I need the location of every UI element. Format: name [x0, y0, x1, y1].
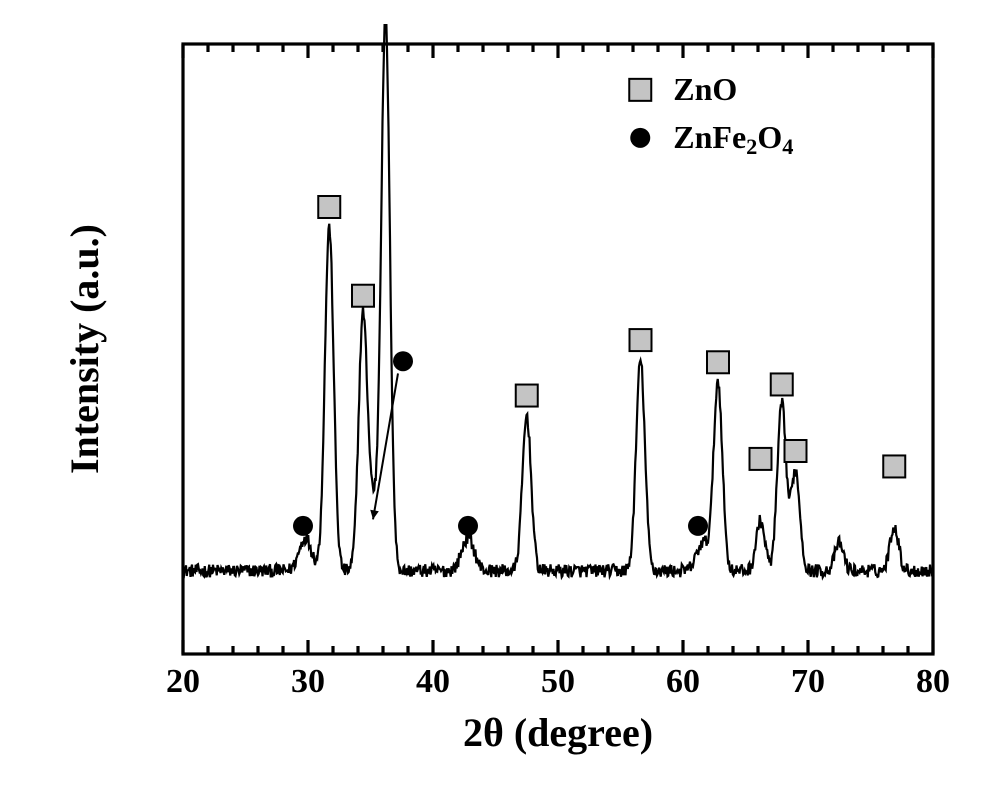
znfe2o4-peak-marker — [458, 516, 478, 536]
zno-peak-marker — [785, 440, 807, 462]
x-tick-label: 50 — [541, 663, 575, 700]
znfe2o4-peak-marker — [293, 516, 313, 536]
x-axis-label: 2θ (degree) — [463, 710, 653, 755]
znfe2o4-peak-marker — [393, 351, 413, 371]
zno-peak-marker — [352, 285, 374, 307]
zno-peak-marker — [883, 455, 905, 477]
legend-circle-icon — [630, 128, 650, 148]
xrd-chart-svg: 20 30 40 50 60 70 80 2θ (degree) Intensity (a.u.… — [48, 24, 958, 784]
x-tick-label: 30 — [291, 663, 325, 700]
legend-square-icon — [629, 79, 651, 101]
y-axis-label: Intensity (a.u.) — [62, 224, 107, 474]
x-tick-label: 70 — [791, 663, 825, 700]
xrd-chart: 20 30 40 50 60 70 80 2θ (degree) Intensity (a.u.… — [48, 24, 958, 784]
x-tick-label: 40 — [416, 663, 450, 700]
zno-peak-marker — [516, 385, 538, 407]
zno-peak-marker — [630, 329, 652, 351]
legend-label: ZnO — [673, 71, 737, 107]
zno-peak-marker — [707, 351, 729, 373]
zno-peak-marker — [318, 196, 340, 218]
x-tick-label: 80 — [916, 663, 950, 700]
x-tick-label: 20 — [166, 663, 200, 700]
zno-peak-marker — [771, 373, 793, 395]
legend-label: ZnFe2O4 — [673, 119, 793, 159]
znfe2o4-peak-marker — [688, 516, 708, 536]
x-tick-label: 60 — [666, 663, 700, 700]
zno-peak-marker — [750, 448, 772, 470]
